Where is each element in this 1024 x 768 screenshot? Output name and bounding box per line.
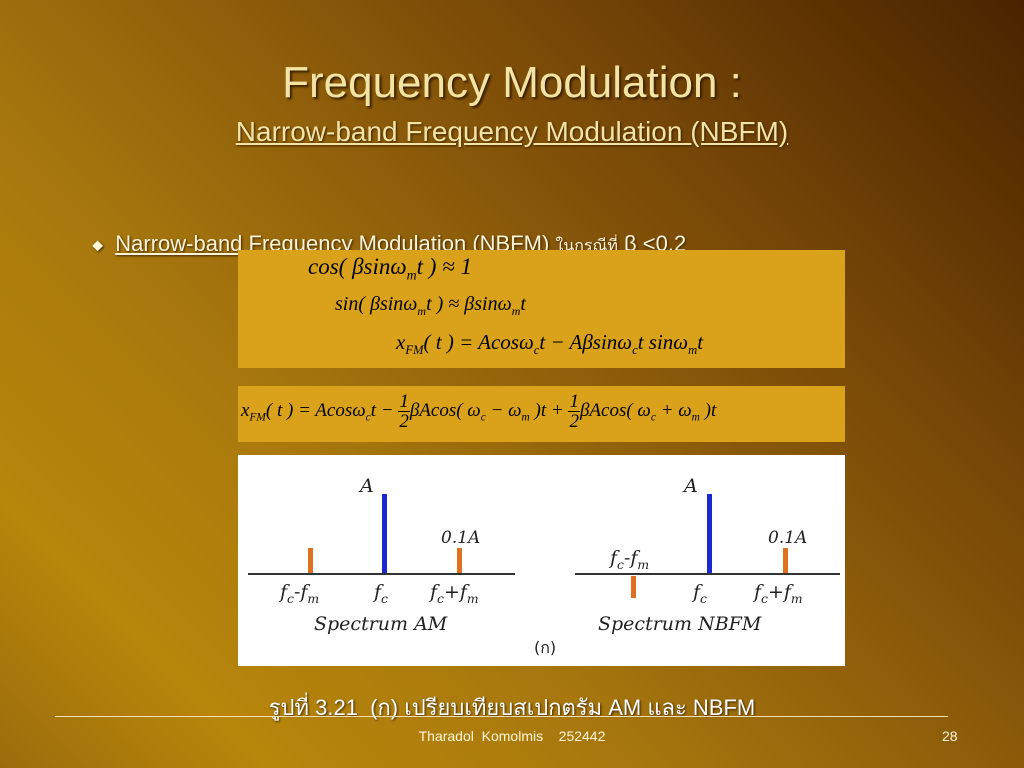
subscript: m	[637, 557, 650, 572]
carrier	[707, 494, 712, 573]
subscript: c	[365, 411, 371, 424]
text-run: +f	[767, 581, 791, 603]
subscript: m	[691, 411, 700, 424]
footer-rule	[55, 716, 948, 717]
text-run: )t +	[529, 399, 569, 421]
sideband	[457, 548, 462, 573]
amplitude-label: A	[684, 475, 698, 497]
slide-title: Frequency Modulation :	[282, 58, 742, 107]
subscript: m	[521, 411, 530, 424]
frequency-label: fc-fm	[280, 581, 319, 606]
text-run: x	[241, 399, 250, 421]
equation: xFM( t ) = Acosωct − 1 2 βAcos( ωc − ωm )t…	[241, 392, 716, 431]
text-run: ( t ) = Acosω	[423, 330, 534, 354]
text-run: + ω	[655, 399, 692, 421]
spectrum-caption: Spectrum AM	[314, 613, 448, 635]
equation: sin( βsinωmt ) ≈ βsinωmt	[335, 293, 526, 319]
text-run: βAcos( ω	[579, 399, 651, 421]
subscript: m	[307, 591, 320, 606]
subscript: c	[650, 411, 656, 424]
spectrum-figure: A 0.1A fc-fm fc fc+fm Spectrum AM A 0.1A…	[238, 455, 845, 666]
frequency-label: fc+fm	[754, 581, 803, 606]
text-run: t −	[370, 399, 399, 421]
equation-box	[238, 250, 845, 368]
text-run: f	[610, 547, 618, 569]
text-run: βAcos( ω	[409, 399, 481, 421]
sideband	[783, 548, 788, 573]
text-run: f	[693, 581, 701, 603]
text-run: f	[374, 581, 382, 603]
footer-author: Tharadol Komolmis 252442	[418, 728, 606, 744]
subscript: c	[700, 591, 707, 606]
page-number: 28	[942, 728, 958, 744]
text-run: t − Aβsinω	[539, 330, 633, 354]
subscript: m	[417, 304, 427, 318]
text-run: t ) ≈ 1	[416, 254, 473, 279]
equation: cos( βsinωmt ) ≈ 1	[308, 254, 472, 284]
frequency-label: fc	[374, 581, 388, 606]
sideband	[308, 548, 313, 573]
text-run: cos( βsinω	[308, 254, 407, 279]
subscript: c	[632, 343, 638, 358]
subscript: FM	[405, 343, 424, 358]
text-run: +f	[443, 581, 467, 603]
sideband	[631, 576, 636, 598]
subscript: m	[511, 304, 521, 318]
subscript: m	[406, 267, 417, 283]
text-run: t sinω	[637, 330, 689, 354]
subscript: c	[480, 411, 486, 424]
text-run: x	[396, 330, 406, 354]
subscript: m	[688, 343, 698, 358]
subscript: c	[533, 343, 540, 358]
frequency-label: fc-fm	[610, 547, 649, 572]
subscript: c	[761, 591, 768, 606]
subscript: m	[790, 591, 803, 606]
text-run: t	[697, 330, 704, 354]
figure-caption: รูปที่ 3.21 (ก) เปรียบเทียบสเปกตรัม AM แ…	[268, 695, 756, 720]
amplitude-label: 0.1A	[441, 528, 481, 548]
subscript: c	[381, 591, 388, 606]
figure-tag: (ก)	[534, 638, 557, 657]
slide-subtitle: Narrow-band Frequency Modulation (NBFM)	[235, 116, 789, 147]
numerator: 1	[568, 391, 580, 412]
text-run: t ) ≈ βsinω	[426, 293, 512, 315]
subscript: c	[617, 557, 624, 572]
text-run: sin( βsinω	[335, 293, 418, 315]
text-run: − ω	[485, 399, 522, 421]
numerator: 1	[398, 391, 410, 412]
frequency-label: fc	[693, 581, 707, 606]
text-run: ( t ) = Acosω	[265, 399, 366, 421]
subscript: FM	[249, 411, 266, 424]
text-run: -f	[623, 547, 638, 569]
text-run: )t	[699, 399, 717, 421]
text-run: t	[520, 293, 526, 315]
spectrum-caption: Spectrum NBFM	[598, 613, 762, 635]
text-run: f	[754, 581, 762, 603]
bullet-icon: ◆	[92, 236, 104, 253]
subscript: c	[437, 591, 444, 606]
equation: xFM( t ) = Acosωct − Aβsinωct sinωmt	[396, 330, 703, 358]
equation-box	[238, 386, 845, 442]
denominator: 2	[399, 411, 409, 432]
text-run: f	[430, 581, 438, 603]
subscript: m	[466, 591, 479, 606]
amplitude-label: A	[360, 475, 374, 497]
frequency-label: fc+fm	[430, 581, 479, 606]
subscript: c	[287, 591, 294, 606]
spectrum-drawing	[248, 494, 840, 598]
text-run: -f	[293, 581, 308, 603]
amplitude-label: 0.1A	[768, 528, 808, 548]
denominator: 2	[569, 411, 579, 432]
text-run: f	[280, 581, 288, 603]
carrier	[382, 494, 387, 573]
